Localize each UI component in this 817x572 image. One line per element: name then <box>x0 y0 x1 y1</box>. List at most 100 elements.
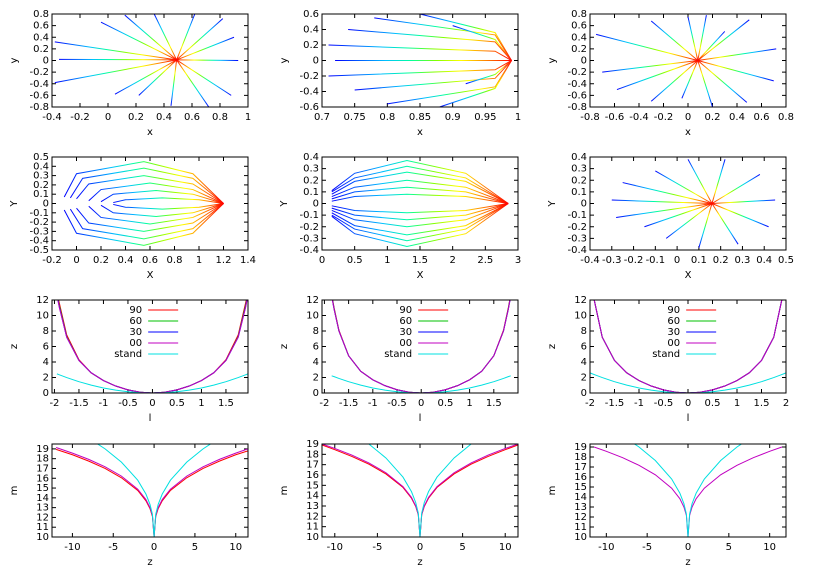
y-axis-label: z <box>9 344 20 349</box>
panel: -2 -1.5 -1 -0.5 0 0.5 1 1.5 0 2 4 6 8 10 12 l z 90603000s… <box>279 295 519 424</box>
panel: -0.4 -0.2 0 0.2 0.4 0.6 0.8 1-0.8-0.6-0.4-0.200… <box>9 9 251 138</box>
x-tick-label: 1.5 <box>412 255 428 266</box>
data-line <box>681 60 699 99</box>
panel: -2 -1.5 -1 -0.5 0 0.5 1 1.5 2 0 2 4 6 8 10 12 l z 90603000… <box>547 295 789 424</box>
legend-label: 60 <box>667 316 680 327</box>
y-tick-label: 17 <box>306 460 319 471</box>
y-axis-label: z <box>547 344 558 349</box>
plot-area <box>63 161 224 246</box>
x-tick-label: 0.5 <box>778 255 794 266</box>
data-line <box>54 41 177 61</box>
data-line <box>711 199 776 204</box>
y-tick-label: 0.1 <box>303 187 319 198</box>
y-tick-label: 19 <box>574 442 587 453</box>
data-line <box>113 203 224 210</box>
data-line <box>419 14 512 61</box>
y-tick-label: -0.4 <box>299 245 319 256</box>
data-line <box>698 203 713 248</box>
y-tick-label: 6 <box>581 342 587 353</box>
data-line <box>596 33 698 61</box>
y-tick-label: 0.2 <box>33 180 49 191</box>
legend-label: 60 <box>399 316 412 327</box>
y-tick-label: -0.2 <box>299 71 319 82</box>
plot-area <box>54 14 239 107</box>
data-line <box>611 199 712 204</box>
y-tick-label: 0.1 <box>571 187 587 198</box>
y-tick-label: 4 <box>581 357 587 368</box>
x-tick-label: 0.5 <box>347 255 363 266</box>
data-line <box>331 193 509 204</box>
x-tick-label: 1.4 <box>240 255 256 266</box>
y-tick-label: 10 <box>36 532 49 543</box>
y-axis-label: y <box>9 57 20 63</box>
y-tick-label: 10 <box>306 311 319 322</box>
y-tick-label: 16 <box>306 470 319 481</box>
data-line <box>138 59 177 96</box>
y-tick-label: -0.6 <box>29 90 49 101</box>
x-tick-label: 5 <box>459 542 465 553</box>
x-tick-label: 1.2 <box>216 255 232 266</box>
plot-frame <box>321 156 519 251</box>
y-tick-label: -0.8 <box>29 102 49 113</box>
y-tick-label: 14 <box>306 491 319 502</box>
y-tick-label: 11 <box>574 522 587 533</box>
data-line <box>153 14 178 61</box>
x-tick-label: 0 <box>151 542 157 553</box>
data-line <box>331 203 509 221</box>
data-line <box>633 444 743 537</box>
x-tick-label: 0.3 <box>734 255 750 266</box>
y-tick-label: 6 <box>43 342 49 353</box>
y-tick-label: 13 <box>574 502 587 513</box>
x-tick-label: -2 <box>585 398 595 409</box>
y-tick-label: 11 <box>306 522 319 533</box>
y-tick-label: -0.4 <box>567 79 587 90</box>
data-line <box>76 203 224 232</box>
data-line <box>622 182 713 204</box>
data-line <box>331 159 509 204</box>
x-tick-label: -10 <box>64 542 80 553</box>
y-tick-label: -0.6 <box>567 90 587 101</box>
x-tick-label: 0 <box>418 398 424 409</box>
data-line <box>650 60 699 102</box>
plot-area <box>331 300 511 393</box>
x-axis-label: x <box>685 127 691 138</box>
y-tick-label: 0.8 <box>33 9 49 20</box>
x-axis-label: x <box>147 127 153 138</box>
y-axis-label: y <box>547 57 558 63</box>
y-tick-label: -0.1 <box>567 210 587 221</box>
data-line <box>176 59 232 96</box>
y-tick-label: 12 <box>306 295 319 306</box>
y-tick-label: 10 <box>306 532 319 543</box>
y-tick-label: 12 <box>36 295 49 306</box>
data-line <box>687 159 713 204</box>
data-line <box>331 203 509 228</box>
x-tick-label: 1 <box>466 398 472 409</box>
x-tick-label: 0.2 <box>705 112 721 123</box>
panel: -2 -1.5 -1 -0.5 0 0.5 1 1.5 0 2 4 6 8 10 12 l z 90603000s… <box>9 295 249 424</box>
x-tick-label: 0.8 <box>778 112 794 123</box>
x-tick-label: 0.2 <box>128 112 144 123</box>
x-tick-label: -0.5 <box>118 398 138 409</box>
y-tick-label: 14 <box>574 492 587 503</box>
x-tick-label: 2 <box>449 255 455 266</box>
data-line <box>96 444 212 537</box>
data-line <box>176 59 210 107</box>
data-line <box>331 165 509 204</box>
x-axis-label: z <box>147 557 152 568</box>
x-tick-label: 0 <box>319 255 325 266</box>
data-line <box>650 20 699 61</box>
y-tick-label: 0 <box>581 199 587 210</box>
x-axis-label: z <box>417 557 422 568</box>
y-tick-label: -0.1 <box>299 210 319 221</box>
x-tick-label: 0.2 <box>93 255 109 266</box>
y-tick-label: 18 <box>306 449 319 460</box>
y-tick-label: 16 <box>36 473 49 484</box>
data-line <box>331 300 511 393</box>
y-tick-label: 0 <box>43 388 49 399</box>
y-tick-label: 0.1 <box>33 189 49 200</box>
x-tick-label: -0.2 <box>70 112 90 123</box>
y-tick-label: 4 <box>43 357 49 368</box>
plot-frame <box>589 443 787 538</box>
